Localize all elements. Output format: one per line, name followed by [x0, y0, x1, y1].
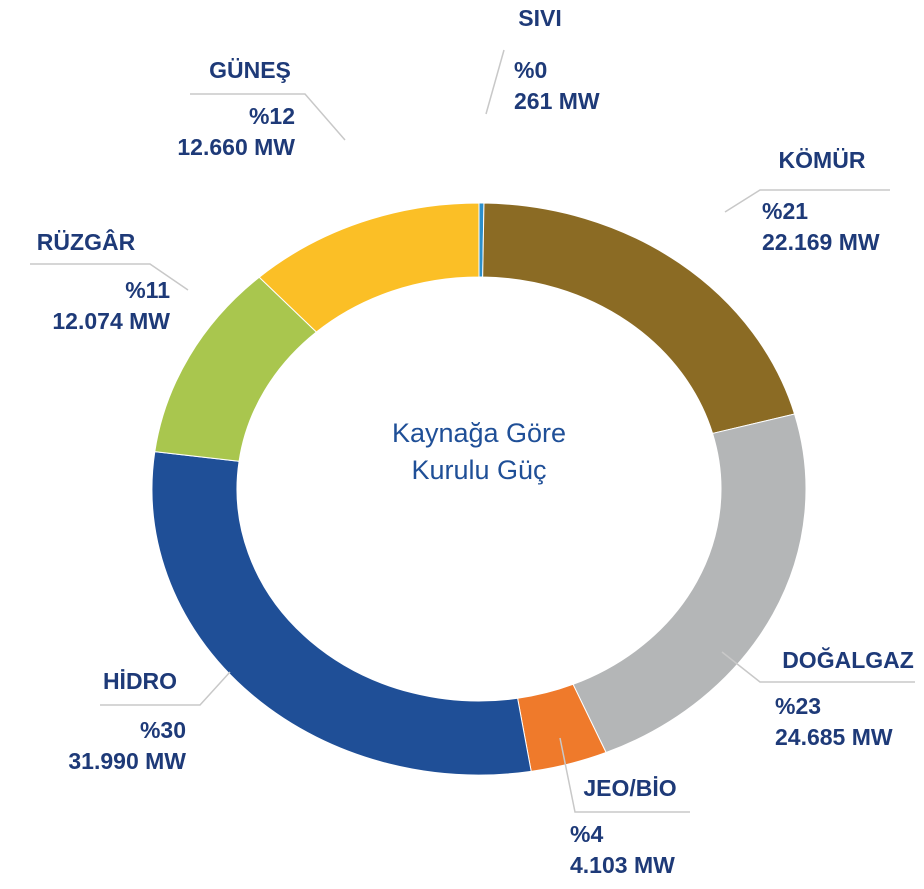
leader-line: [30, 263, 189, 291]
slice-name: SIVI: [518, 5, 561, 31]
leader-line: [559, 737, 690, 813]
percent-label: %12: [249, 103, 295, 129]
value-label: 12.660 MW: [177, 134, 295, 160]
value-label: 22.169 MW: [762, 229, 880, 255]
value-label: 4.103 MW: [570, 852, 675, 878]
center-title: Kaynağa Göre: [392, 418, 566, 448]
slice-name: HİDRO: [103, 668, 177, 694]
value-label: 24.685 MW: [775, 724, 893, 750]
slice-name: KÖMÜR: [779, 147, 866, 173]
leader-line: [100, 671, 231, 706]
donut-slice: [482, 202, 796, 435]
slice-name: RÜZGÂR: [37, 228, 136, 255]
value-label: 31.990 MW: [68, 748, 186, 774]
percent-label: %21: [762, 198, 808, 224]
percent-label: %4: [570, 821, 603, 847]
percent-label: %30: [140, 717, 186, 743]
value-label: 12.074 MW: [52, 308, 170, 334]
donut-slice: [151, 451, 532, 776]
slice-name: GÜNEŞ: [209, 57, 291, 83]
leader-line: [724, 189, 890, 213]
percent-label: %11: [125, 277, 170, 303]
center-title: Kurulu Güç: [411, 455, 546, 485]
donut-slice: [258, 202, 480, 333]
slice-name: JEO/BİO: [583, 775, 676, 801]
leader-line: [721, 651, 915, 683]
leader-line: [485, 49, 505, 115]
value-label: 261 MW: [514, 88, 600, 114]
slice-name: DOĞALGAZ: [782, 646, 914, 673]
leader-line: [190, 93, 346, 141]
percent-label: %23: [775, 693, 821, 719]
donut-slice: [572, 413, 807, 754]
percent-label: %0: [514, 57, 547, 83]
